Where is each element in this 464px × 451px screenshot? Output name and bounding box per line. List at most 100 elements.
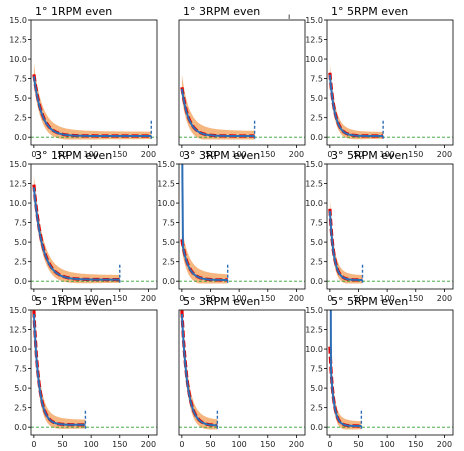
y-tick-label: 10.0 xyxy=(305,345,323,354)
mean-curve xyxy=(328,72,384,138)
x-tick-label: 150 xyxy=(112,294,127,303)
x-tick-label: 100 xyxy=(231,440,246,449)
plot-area xyxy=(327,198,453,284)
plot-area xyxy=(179,164,305,284)
panel-title: 1° 5RPM even xyxy=(331,5,408,18)
y-tick-label: 12.5 xyxy=(305,36,323,45)
plot-area xyxy=(31,174,157,284)
panel-title: 5° 1RPM even xyxy=(35,295,112,308)
fit-curve xyxy=(329,310,362,427)
x-tick-label: 100 xyxy=(83,440,98,449)
axes-frame xyxy=(178,19,306,146)
x-tick-label: 200 xyxy=(437,294,452,303)
y-tick-label: 0.0 xyxy=(14,423,27,432)
panel-title: 3° 3RPM even xyxy=(183,149,260,162)
x-tick-label: 150 xyxy=(408,440,423,449)
x-tick-label: 0 xyxy=(179,150,184,159)
x-tick-label: 100 xyxy=(379,440,394,449)
panel-3: 1° 5RPM even 0 50 100 150 200 0.0 2.5 5.0 7.5 10.0… xyxy=(305,5,454,159)
y-tick-label: 12.5 xyxy=(157,180,175,189)
plot-area xyxy=(327,310,453,430)
y-tick-label: 15.0 xyxy=(305,160,323,169)
y-tick-label: 12.5 xyxy=(9,326,27,335)
y-tick-label: 0.0 xyxy=(14,133,27,142)
y-tick-label: 10.0 xyxy=(305,199,323,208)
confidence-band xyxy=(329,63,384,140)
y-tick-label: 5.0 xyxy=(310,94,323,103)
x-tick-label: 50 xyxy=(205,440,215,449)
x-tick-label: 200 xyxy=(141,150,156,159)
x-tick-label: 100 xyxy=(379,294,394,303)
y-tick-label: 0.0 xyxy=(310,277,323,286)
x-tick-label: 150 xyxy=(408,294,423,303)
x-tick-label: 100 xyxy=(83,150,98,159)
x-tick-label: 50 xyxy=(57,440,67,449)
x-tick-label: 150 xyxy=(112,150,127,159)
plot-area xyxy=(179,310,305,430)
y-tick-label: 10.0 xyxy=(9,55,27,64)
x-tick-label: 0 xyxy=(31,294,36,303)
x-tick-label: 100 xyxy=(379,150,394,159)
y-tick-label: 15.0 xyxy=(305,306,323,315)
panel-title: 5° 3RPM even xyxy=(183,295,260,308)
axes-frame xyxy=(326,19,454,146)
x-tick-label: 100 xyxy=(83,294,98,303)
x-tick-label: 200 xyxy=(437,440,452,449)
stray-mark: ı xyxy=(288,12,290,21)
x-tick-label: 50 xyxy=(353,150,363,159)
y-tick-label: 2.5 xyxy=(310,114,323,123)
y-tick-label: 5.0 xyxy=(14,384,27,393)
axes-frame xyxy=(178,163,306,290)
y-tick-label: 5.0 xyxy=(310,384,323,393)
x-tick-label: 100 xyxy=(231,294,246,303)
y-tick-label: 15.0 xyxy=(9,306,27,315)
y-tick-label: 2.5 xyxy=(310,404,323,413)
y-tick-label: 15.0 xyxy=(305,16,323,25)
x-tick-label: 50 xyxy=(353,440,363,449)
confidence-band xyxy=(33,310,86,429)
x-tick-label: 200 xyxy=(289,294,304,303)
y-tick-label: 2.5 xyxy=(310,258,323,267)
x-tick-label: 0 xyxy=(31,150,36,159)
y-tick-label: 12.5 xyxy=(305,326,323,335)
panel-title: 5° 5RPM even xyxy=(331,295,408,308)
mean-curve xyxy=(328,208,363,282)
x-tick-label: 200 xyxy=(141,294,156,303)
x-tick-label: 200 xyxy=(141,440,156,449)
x-tick-label: 50 xyxy=(205,150,215,159)
y-tick-label: 7.5 xyxy=(310,365,323,374)
mean-curve xyxy=(180,310,218,427)
x-tick-label: 100 xyxy=(231,150,246,159)
y-tick-label: 7.5 xyxy=(310,219,323,228)
y-tick-label: 2.5 xyxy=(162,258,175,267)
fit-curve xyxy=(180,88,255,137)
y-tick-label: 5.0 xyxy=(162,238,175,247)
x-tick-label: 0 xyxy=(327,150,332,159)
axes-frame xyxy=(326,163,454,290)
axes-frame xyxy=(30,163,158,290)
y-tick-label: 15.0 xyxy=(157,160,175,169)
x-tick-label: 50 xyxy=(57,150,67,159)
y-tick-label: 7.5 xyxy=(310,75,323,84)
y-tick-label: 10.0 xyxy=(157,199,175,208)
fit-curve xyxy=(180,313,218,427)
y-tick-label: 7.5 xyxy=(14,219,27,228)
y-tick-label: 2.5 xyxy=(14,114,27,123)
y-tick-label: 12.5 xyxy=(9,36,27,45)
y-tick-label: 2.5 xyxy=(14,404,27,413)
axes-frame xyxy=(30,309,158,436)
fit-curve xyxy=(32,187,120,281)
mean-curve xyxy=(32,310,86,427)
y-tick-label: 15.0 xyxy=(9,160,27,169)
x-tick-label: 200 xyxy=(437,150,452,159)
x-tick-label: 0 xyxy=(327,440,332,449)
axes-frame xyxy=(30,19,158,146)
x-tick-label: 0 xyxy=(31,440,36,449)
y-tick-label: 10.0 xyxy=(9,199,27,208)
confidence-band xyxy=(181,310,218,430)
y-tick-label: 0.0 xyxy=(162,277,175,286)
